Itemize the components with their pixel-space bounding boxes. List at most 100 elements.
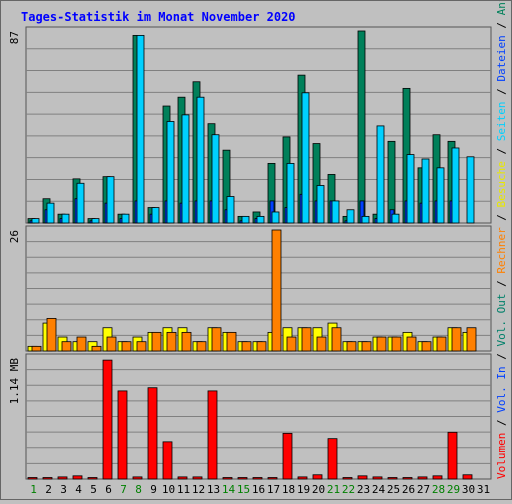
x-tick-label-day-4: 4: [75, 483, 82, 496]
bar-volumen-day-23: [357, 475, 368, 480]
bar-rechner-day-5: [91, 345, 102, 352]
x-tick-label-day-5: 5: [90, 483, 97, 496]
x-tick-label-day-20: 20: [312, 483, 325, 496]
bar-volumen-day-2: [42, 477, 53, 480]
x-tick-label-day-8: 8: [135, 483, 142, 496]
bar-volumen-day-17: [267, 477, 278, 480]
legend-item: Anfragen: [495, 1, 508, 15]
bar-rechner-day-24: [376, 336, 387, 352]
x-tick-label-day-2: 2: [45, 483, 52, 496]
legend-item: Besuche: [495, 161, 508, 207]
bar-seiten-day-26: [406, 154, 415, 224]
x-tick-label-day-21: 21: [327, 483, 340, 496]
bar-volumen-day-3: [57, 476, 68, 480]
bar-rechner-day-23: [361, 341, 372, 352]
bar-volumen-day-11: [177, 476, 188, 480]
x-tick-label-day-31: 31: [477, 483, 490, 496]
bar-volumen-day-15: [237, 477, 248, 480]
bar-seiten-day-16: [256, 215, 265, 224]
bar-volumen-day-28: [432, 475, 443, 480]
bar-volumen-day-1: [27, 477, 38, 480]
bar-rechner-day-10: [166, 331, 177, 352]
bar-rechner-day-26: [406, 336, 417, 352]
bar-seiten-day-4: [76, 182, 85, 224]
x-tick-label-day-1: 1: [30, 483, 37, 496]
x-tick-label-day-23: 23: [357, 483, 370, 496]
x-tick-label-day-15: 15: [237, 483, 250, 496]
bar-rechner-day-15: [241, 341, 252, 352]
bar-seiten-day-20: [316, 185, 325, 224]
legend-item: Rechner: [495, 227, 508, 274]
bar-seiten-day-27: [421, 158, 430, 224]
x-tick-label-day-26: 26: [402, 483, 415, 496]
bar-rechner-day-21: [331, 327, 342, 352]
legend-item: /: [495, 274, 508, 294]
bar-seiten-day-11: [181, 114, 190, 224]
bar-volumen-day-10: [162, 441, 173, 480]
x-tick-label-day-25: 25: [387, 483, 400, 496]
x-tick-label-day-22: 22: [342, 483, 355, 496]
bar-seiten-day-19: [301, 92, 310, 224]
x-tick-label-day-12: 12: [192, 483, 205, 496]
bar-seiten-day-8: [136, 35, 145, 224]
bar-seiten-day-29: [451, 147, 460, 224]
bar-seiten-day-30: [466, 156, 475, 224]
bar-rechner-day-29: [451, 327, 462, 352]
bar-volumen-day-13: [207, 390, 218, 480]
bar-seiten-day-9: [151, 207, 160, 224]
bar-volumen-day-25: [387, 477, 398, 480]
bar-seiten-day-21: [331, 200, 340, 224]
chart-title: Tages-Statistik im Monat November 2020: [21, 10, 296, 24]
legend-item: Seiten: [495, 101, 508, 141]
legend-item: Volumen: [495, 433, 508, 479]
bar-seiten-day-3: [61, 213, 70, 224]
bar-anfragen-day-23: [357, 30, 366, 224]
bar-rechner-day-1: [31, 345, 42, 352]
legend-item: Vol. In: [495, 366, 508, 412]
bar-seiten-day-22: [346, 209, 355, 224]
x-tick-label-day-30: 30: [462, 483, 475, 496]
legend-item: /: [495, 207, 508, 227]
legend-item: /: [495, 413, 508, 433]
bar-volumen-day-5: [87, 477, 98, 480]
bar-volumen-day-21: [327, 438, 338, 480]
bar-seiten-day-6: [106, 176, 115, 224]
x-tick-label-day-7: 7: [120, 483, 127, 496]
x-tick-label-day-13: 13: [207, 483, 220, 496]
y-max-label: 26: [8, 230, 21, 243]
bar-rechner-day-27: [421, 341, 432, 352]
bar-volumen-day-29: [447, 431, 458, 480]
bar-seiten-day-24: [376, 125, 385, 224]
bar-volumen-day-12: [192, 476, 203, 480]
x-tick-label-day-16: 16: [252, 483, 265, 496]
bar-rechner-day-9: [151, 331, 162, 352]
x-tick-label-day-6: 6: [105, 483, 112, 496]
bar-seiten-day-10: [166, 121, 175, 224]
bar-volumen-day-7: [117, 390, 128, 480]
bar-seiten-day-23: [361, 215, 370, 224]
bar-rechner-day-19: [301, 327, 312, 352]
legend-item: /: [495, 82, 508, 102]
bar-volumen-day-6: [102, 359, 113, 480]
bar-rechner-day-22: [346, 341, 357, 352]
bar-seiten-day-17: [271, 211, 280, 224]
x-tick-label-day-27: 27: [417, 483, 430, 496]
x-tick-label-day-10: 10: [162, 483, 175, 496]
x-tick-label-day-14: 14: [222, 483, 236, 496]
bar-volumen-day-30: [462, 474, 473, 480]
x-tick-label-day-9: 9: [150, 483, 157, 496]
bar-volumen-day-8: [132, 476, 143, 480]
bar-rechner-day-18: [286, 336, 297, 352]
bar-seiten-day-28: [436, 167, 445, 224]
legend-item: /: [495, 347, 508, 367]
x-tick-label-day-18: 18: [282, 483, 295, 496]
bar-volumen-day-24: [372, 476, 383, 480]
bar-rechner-day-30: [466, 327, 477, 352]
bar-volumen-day-18: [282, 432, 293, 480]
bar-seiten-day-1: [31, 218, 40, 224]
bar-rechner-day-16: [256, 341, 267, 352]
bar-volumen-day-20: [312, 474, 323, 480]
bar-volumen-day-22: [342, 477, 353, 480]
